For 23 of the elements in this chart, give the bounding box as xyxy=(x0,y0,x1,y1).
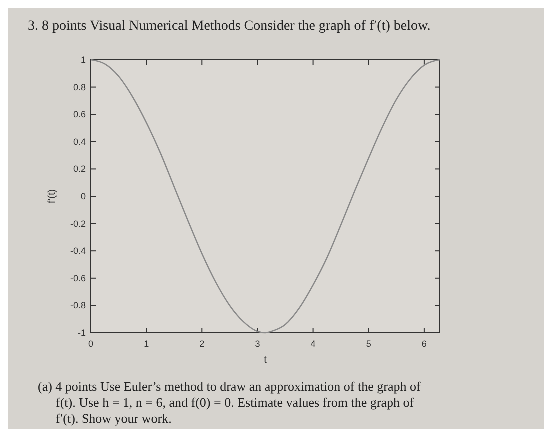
x-axis-title: t xyxy=(264,355,268,366)
y-tick-label: -0.4 xyxy=(70,246,86,256)
x-tick-label: 6 xyxy=(422,339,427,349)
x-tick-label: 1 xyxy=(144,339,150,349)
x-tick-label: 5 xyxy=(366,339,372,349)
y-axis-title: f'(t) xyxy=(47,189,58,204)
line-series xyxy=(90,59,441,334)
x-tick-label: 0 xyxy=(88,339,94,349)
x-tick-label: 3 xyxy=(255,339,260,349)
y-tick-label: -0.2 xyxy=(70,218,86,229)
y-tick-label: -1 xyxy=(78,328,86,338)
y-tick-label: 0.6 xyxy=(73,110,86,120)
x-tick-label: 4 xyxy=(310,339,316,349)
chart-title: 3. 8 points Visual Numerical Methods Consider the graph of f′(t) below. xyxy=(28,19,431,34)
y-tick-label: 1 xyxy=(80,55,86,65)
y-tick-label: 0.8 xyxy=(73,82,86,92)
y-tick-label: 0.4 xyxy=(73,136,86,147)
y-tick-label: 0.2 xyxy=(73,164,86,174)
y-tick-label: 0 xyxy=(80,192,86,202)
x-tick-label: 2 xyxy=(200,339,205,349)
y-tick-label: -0.8 xyxy=(70,300,86,311)
y-tick-label: -0.6 xyxy=(70,273,86,284)
text: (a) 4 points Use Euler’s method to draw an approximation of the graph of f(t). Use h = 1, n = 6, and f(0) = 0. Estimate values from the graph of f′(t). Show your work. xyxy=(38,379,422,426)
